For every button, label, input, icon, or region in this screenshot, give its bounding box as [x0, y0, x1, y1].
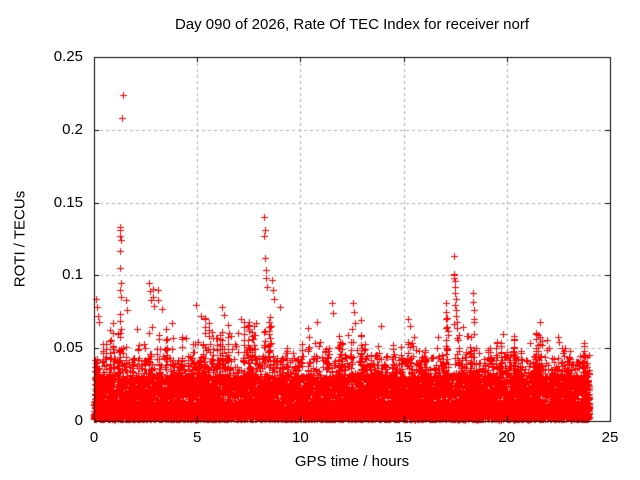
x-tick-label: 0	[89, 429, 99, 446]
x-tick-label: 10	[292, 429, 309, 446]
y-tick-label: 0.05	[53, 339, 83, 357]
chart-title: Day 090 of 2026, Rate Of TEC Index for r…	[174, 16, 530, 33]
y-tick-label: 0.2	[62, 120, 83, 138]
x-tick-label: 20	[498, 429, 516, 446]
x-tick-label: 25	[601, 429, 619, 446]
y-tick-label: 0.25	[53, 48, 83, 65]
x-tick-label: 15	[395, 429, 412, 446]
y-tick-label: 0.15	[53, 193, 83, 211]
y-tick-label: 0	[74, 412, 83, 429]
x-tick-label: 5	[193, 429, 202, 446]
x-axis-label: GPS time / hours	[294, 453, 410, 470]
y-tick-label: 0.1	[62, 266, 83, 284]
